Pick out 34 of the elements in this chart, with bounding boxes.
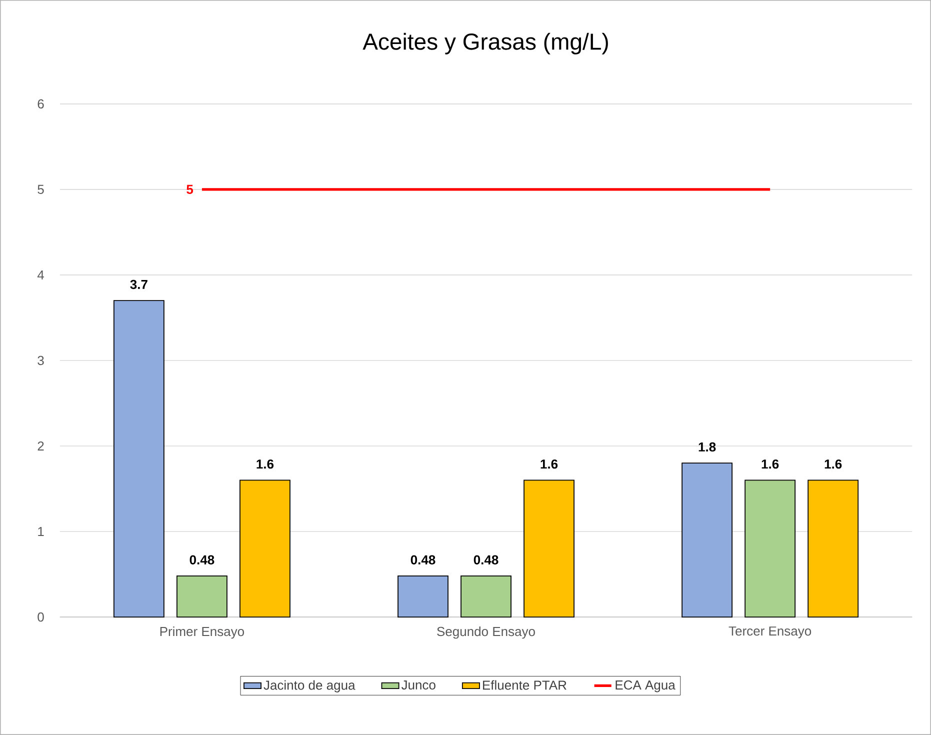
y-tick-label: 2 bbox=[38, 441, 44, 451]
data-label: 0.48 bbox=[190, 555, 214, 564]
y-tick-label: 4 bbox=[37, 270, 44, 280]
x-tick-label: Segundo Ensayo bbox=[437, 626, 535, 639]
data-label: 1.6 bbox=[762, 459, 779, 469]
data-label: 1.6 bbox=[256, 459, 274, 469]
data-label: 0.48 bbox=[474, 555, 498, 564]
legend-label: Jacinto de agua bbox=[264, 680, 356, 692]
y-tick-label: 5 bbox=[38, 184, 44, 194]
bar bbox=[240, 480, 290, 618]
bar bbox=[398, 576, 448, 618]
data-label: 1.6 bbox=[824, 459, 842, 469]
x-tick-label: Tercer Ensayo bbox=[728, 626, 812, 638]
data-label: 3.7 bbox=[130, 280, 148, 290]
bar bbox=[176, 576, 228, 618]
legend-label: Junco bbox=[401, 680, 436, 690]
bar bbox=[460, 576, 512, 618]
data-label: 0.48 bbox=[410, 555, 436, 564]
y-tick-label: 0 bbox=[38, 612, 44, 622]
bar bbox=[744, 480, 796, 618]
bar bbox=[113, 300, 164, 618]
legend-label: ECA Agua bbox=[616, 680, 676, 692]
y-tick-label: 6 bbox=[38, 99, 44, 109]
bar bbox=[808, 480, 859, 618]
bar bbox=[682, 462, 733, 618]
y-tick-label: 1 bbox=[38, 527, 44, 536]
y-tick-label: 3 bbox=[38, 356, 44, 366]
bar bbox=[524, 480, 574, 618]
x-tick-label: Primer Ensayo bbox=[160, 626, 244, 639]
data-label: 1.8 bbox=[698, 442, 716, 452]
data-label: 1.6 bbox=[540, 459, 558, 469]
legend-label: Efluente PTAR bbox=[483, 680, 566, 690]
chart-title: Aceites y Grasas (mg/L) bbox=[362, 32, 608, 54]
data-label: 5 bbox=[186, 184, 194, 194]
